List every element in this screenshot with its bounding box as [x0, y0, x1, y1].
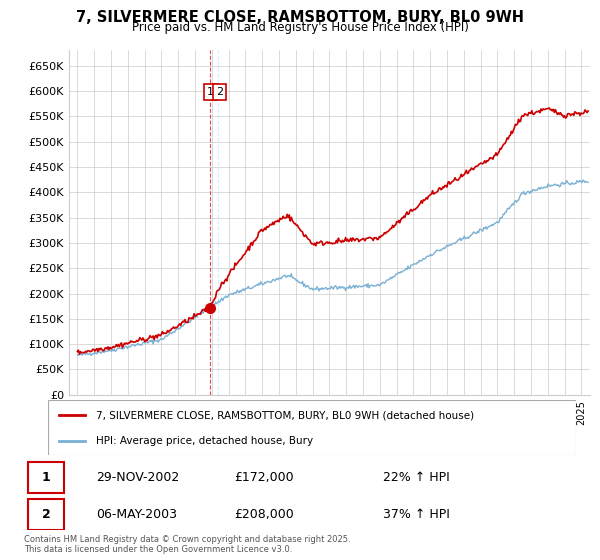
Bar	[28, 499, 64, 530]
Text: 7, SILVERMERE CLOSE, RAMSBOTTOM, BURY, BL0 9WH: 7, SILVERMERE CLOSE, RAMSBOTTOM, BURY, B…	[76, 10, 524, 25]
Text: £208,000: £208,000	[234, 508, 293, 521]
Text: 2: 2	[42, 508, 50, 521]
Text: Price paid vs. HM Land Registry's House Price Index (HPI): Price paid vs. HM Land Registry's House …	[131, 21, 469, 34]
Text: 2: 2	[216, 87, 223, 97]
Text: HPI: Average price, detached house, Bury: HPI: Average price, detached house, Bury	[95, 436, 313, 446]
Text: 06-MAY-2003: 06-MAY-2003	[96, 508, 177, 521]
Text: £172,000: £172,000	[234, 471, 293, 484]
Text: 29-NOV-2002: 29-NOV-2002	[96, 471, 179, 484]
Text: 1: 1	[207, 87, 214, 97]
Text: 1: 1	[42, 471, 50, 484]
Text: 7, SILVERMERE CLOSE, RAMSBOTTOM, BURY, BL0 9WH (detached house): 7, SILVERMERE CLOSE, RAMSBOTTOM, BURY, B…	[95, 410, 473, 420]
Text: Contains HM Land Registry data © Crown copyright and database right 2025.
This d: Contains HM Land Registry data © Crown c…	[24, 535, 350, 554]
Text: 37% ↑ HPI: 37% ↑ HPI	[383, 508, 449, 521]
Bar	[28, 462, 64, 493]
Text: 22% ↑ HPI: 22% ↑ HPI	[383, 471, 449, 484]
